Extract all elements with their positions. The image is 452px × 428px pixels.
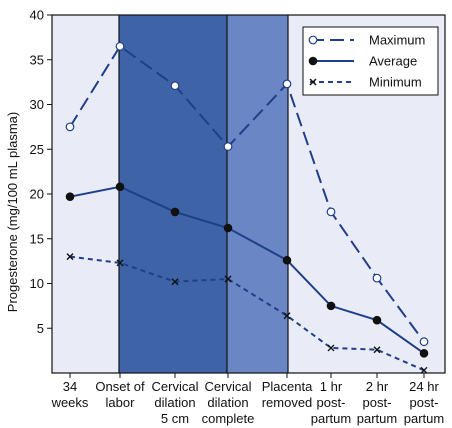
data-point-average [372,315,382,325]
series-lines [65,41,429,374]
x-tick-label-line: partum [357,411,397,426]
y-tick-label: 25 [30,142,44,157]
series-line-average [69,185,425,355]
series-minimum [66,253,428,374]
x-tick-label-line: partum [404,411,444,426]
x-marker-stroke [116,259,124,267]
x-tick-label-line: Cervical [152,379,199,394]
x-tick-label-line: Placenta [262,379,313,394]
x-tick-label-line: 5 cm [161,411,189,426]
data-point-average [419,349,429,358]
x-marker-stroke [420,366,428,374]
legend-marker-average [308,56,318,66]
data-point-maximum [115,41,125,51]
y-tick-label: 35 [30,52,44,67]
legend-label-maximum: Maximum [369,33,425,48]
data-point-average [115,182,125,192]
x-tick-label-line: 34 [63,379,77,394]
x-tick-label-line: Onset of [95,379,145,394]
x-tick-label: 24 hr post-partum [404,379,444,426]
y-tick-label: 5 [37,321,44,336]
x-tick-label-line: post- [317,395,346,410]
x-tick-label: 1 hr post-partum [311,379,351,426]
x-tick-label-line: partum [311,411,351,426]
data-point-average [223,223,233,233]
series-average [65,182,429,358]
data-point-average [282,255,292,265]
x-tick-label: Cervical dilation 5 cm [152,379,199,426]
data-point-minimum [373,346,381,354]
x-tick-label: 2 hr post-partum [357,379,397,426]
x-tick-label: Placenta removed [262,379,313,410]
x-tick-label-line: post- [410,395,439,410]
data-point-average [65,192,75,201]
data-point-average [326,301,336,311]
legend-marker-minimum [309,78,317,86]
data-point-minimum [327,344,335,352]
data-point-maximum [372,273,382,283]
data-point-minimum [171,278,179,286]
x-marker-stroke [171,278,179,286]
legend-label-minimum: Minimum [369,75,422,90]
x-marker-stroke [327,344,335,352]
series-maximum [65,41,429,347]
data-point-minimum [420,366,428,374]
x-marker-stroke [224,275,232,283]
x-tick-label-line: weeks [51,395,89,410]
x-tick-label-line: post- [363,395,392,410]
x-tick-label-line: Cervical [205,379,252,394]
data-point-maximum [326,207,336,217]
x-marker-stroke [373,346,381,354]
legend-marker-maximum [308,35,318,45]
y-tick-label: 20 [30,187,44,202]
data-point-minimum [66,253,74,261]
x-tick-label: 34 weeks [51,379,89,410]
y-tick-label: 15 [30,231,44,246]
data-point-maximum [223,142,233,151]
shaded-region-2 [227,15,288,373]
y-tick-label: 10 [30,276,44,291]
x-tick-label-line: dilation [207,395,248,410]
y-axis-label: Progesterone (mg/100 mL plasma) [5,112,20,312]
x-tick-label-line: removed [262,395,313,410]
x-tick-label-line: dilation [154,395,195,410]
x-tick-label-line: 24 hr [409,379,439,394]
data-point-minimum [283,312,291,320]
data-point-average [170,207,180,217]
x-marker-stroke [309,78,317,86]
series-line-maximum [69,44,425,343]
x-tick-label: Cervical dilation complete [202,379,255,426]
legend-label-average: Average [369,54,417,69]
x-tick-label: Onset of labor [95,379,145,410]
data-point-maximum [282,79,292,89]
data-point-maximum [419,337,429,347]
legend: Maximum Average Minimum [302,26,439,96]
x-tick-label-line: 1 hr [320,379,343,394]
y-tick-label: 30 [30,97,44,112]
data-point-minimum [224,275,232,283]
data-point-maximum [170,81,180,91]
data-point-maximum [65,122,75,132]
x-marker-stroke [66,253,74,261]
data-point-minimum [116,259,124,267]
x-marker-stroke [283,312,291,320]
x-tick-label-line: 2 hr [366,379,389,394]
y-tick-label: 40 [30,8,44,23]
x-tick-label-line: complete [202,411,255,426]
x-tick-label-line: labor [106,395,136,410]
